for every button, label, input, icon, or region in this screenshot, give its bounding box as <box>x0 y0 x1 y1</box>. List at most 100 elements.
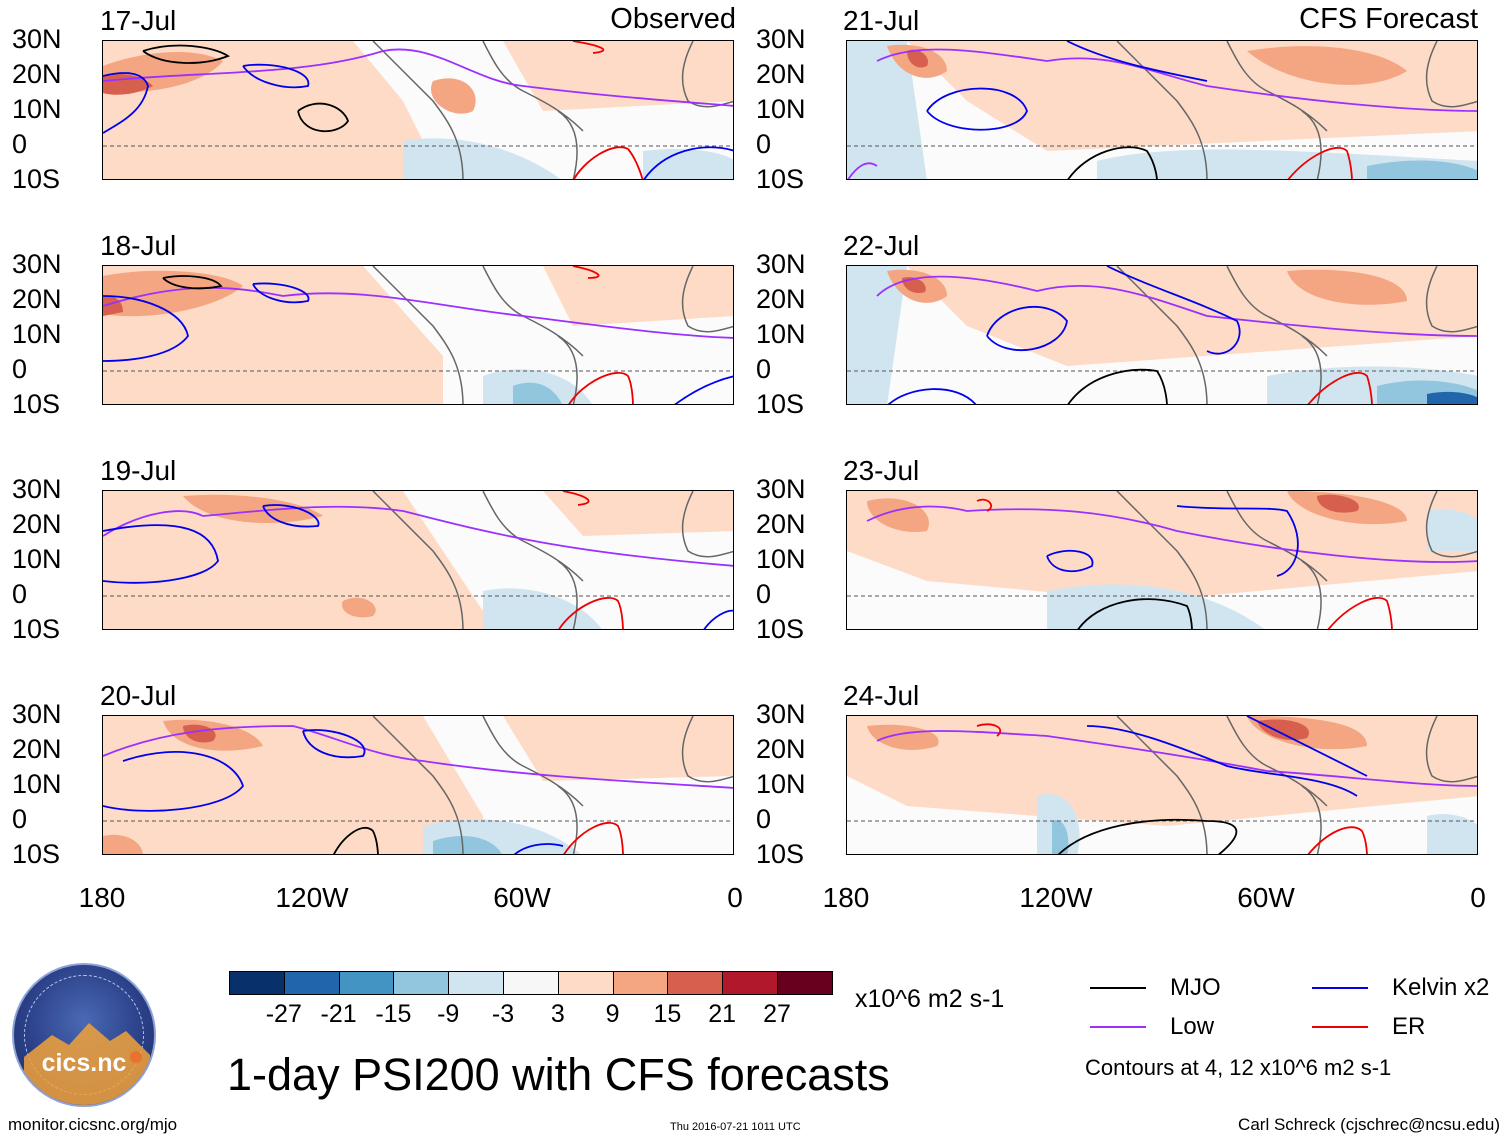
y-tick-label: 10S <box>756 389 805 419</box>
anomaly-shading <box>433 836 502 854</box>
y-tick-label: 10N <box>12 94 62 124</box>
panel-date-label: 24-Jul <box>843 680 920 711</box>
wave-contour <box>572 41 605 54</box>
colorbar-label: -15 <box>375 1000 412 1028</box>
wave-contour <box>847 162 878 179</box>
map-panel-21-jul <box>846 40 1478 180</box>
wave-contour <box>876 275 1477 337</box>
wave-contour <box>297 102 349 133</box>
colorbar-label: 3 <box>550 1000 565 1028</box>
panel-date-label: 21-Jul <box>843 5 920 36</box>
wave-contour <box>142 44 230 64</box>
wave-contour <box>876 48 1477 112</box>
logo-text: cics.nc <box>41 1049 127 1077</box>
coastline <box>1116 491 1477 629</box>
colorbar-label: -27 <box>265 1000 302 1028</box>
map-field <box>847 266 1477 404</box>
wave-contour <box>162 275 223 290</box>
wave-contour <box>563 821 624 854</box>
wave-contour <box>103 750 245 812</box>
y-tick-label: 10N <box>12 319 62 349</box>
y-tick-label: 20N <box>756 284 806 314</box>
wave-contour <box>876 730 1477 787</box>
x-tick-label: 60W <box>1237 882 1295 913</box>
y-tick-label: 30N <box>756 24 806 54</box>
map-panel-20-jul <box>102 715 734 855</box>
y-tick-label: 0 <box>12 129 28 159</box>
wave-contour <box>558 596 624 629</box>
panel-date-label: 18-Jul <box>100 230 177 261</box>
wave-contour <box>103 48 733 107</box>
anomaly-shading <box>431 78 476 114</box>
colorbar-label: -21 <box>320 1000 357 1028</box>
anomaly-shading <box>902 277 926 294</box>
wave-contour <box>562 491 590 506</box>
colorbar-swatch <box>503 971 559 995</box>
cics-logo: cics.nc <box>12 963 156 1107</box>
wave-contour <box>888 388 977 404</box>
anomaly-shading <box>103 491 483 629</box>
panel-date-label: 17-Jul <box>100 5 177 36</box>
wave-contour <box>1046 549 1094 573</box>
anomaly-shading <box>1367 160 1477 179</box>
colorbar-swatch <box>667 971 724 995</box>
y-tick-label: 10S <box>12 839 61 869</box>
coastline <box>1116 266 1477 404</box>
map-panel-17-jul <box>102 40 734 180</box>
wave-contour <box>242 63 310 89</box>
anomaly-shading <box>643 149 733 179</box>
anomaly-shading <box>103 716 483 854</box>
coastline <box>372 491 733 629</box>
map-field <box>103 266 733 404</box>
wave-contour <box>262 504 320 528</box>
y-tick-label: 20N <box>756 59 806 89</box>
legend-kelvin-line <box>1312 987 1368 989</box>
anomaly-shading <box>847 716 1477 826</box>
y-tick-label: 30N <box>12 24 62 54</box>
map-field <box>847 491 1477 629</box>
colorbar-label: 15 <box>653 1000 682 1028</box>
map-panel-22-jul <box>846 265 1478 405</box>
y-tick-label: 20N <box>756 734 806 764</box>
wave-contour <box>1077 598 1193 629</box>
y-tick-label: 10N <box>756 94 806 124</box>
y-tick-label: 10N <box>12 544 62 574</box>
map-panel-18-jul <box>102 265 734 405</box>
wave-contour <box>573 146 644 179</box>
wave-contour <box>1246 716 1368 777</box>
wave-contour <box>866 505 1477 563</box>
anomaly-shading <box>907 49 928 68</box>
y-tick-label: 10S <box>756 839 805 869</box>
anomaly-shading <box>1427 509 1477 551</box>
wave-contour <box>926 87 1028 131</box>
colorbar-label: 27 <box>763 1000 791 1028</box>
colorbar-swatch <box>393 971 450 995</box>
wave-contour <box>103 725 733 789</box>
colorbar-units: x10^6 m2 s-1 <box>855 985 1005 1013</box>
coastline <box>1116 41 1477 179</box>
legend-mjo-line <box>1090 987 1146 989</box>
y-tick-label: 0 <box>12 804 28 834</box>
footer-url: monitor.cicsnc.org/mjo <box>8 1115 178 1134</box>
wave-contour <box>568 371 634 404</box>
x-tick-label: 180 <box>78 882 126 913</box>
wave-contour <box>1086 725 1358 797</box>
anomaly-shading <box>847 41 927 179</box>
wave-contour <box>1067 146 1158 179</box>
legend-low-label: Low <box>1170 1013 1215 1040</box>
panel-date-label: 22-Jul <box>843 230 920 261</box>
colorbar-swatch <box>777 971 833 995</box>
anomaly-shading <box>103 834 143 854</box>
x-tick-label: 0 <box>1470 882 1486 913</box>
anomaly-shading <box>907 41 1477 151</box>
anomaly-shading <box>1317 494 1359 513</box>
anomaly-shading <box>1427 814 1477 854</box>
wave-contour <box>1106 266 1241 355</box>
anomaly-shading <box>543 266 733 326</box>
map-panel-24-jul <box>846 715 1478 855</box>
cfs-forecast-tag: CFS Forecast <box>1299 3 1478 35</box>
legend-mjo-label: MJO <box>1170 974 1221 1001</box>
y-tick-label: 0 <box>756 579 772 609</box>
map-panel-19-jul <box>102 490 734 630</box>
logo-mountain-icon <box>24 1023 150 1105</box>
